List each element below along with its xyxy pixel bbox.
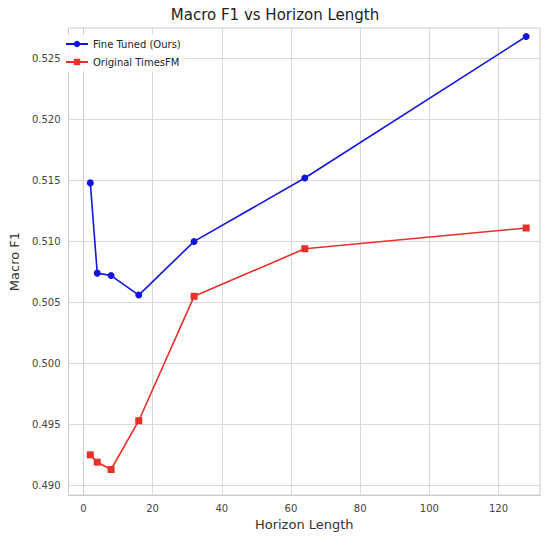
svg-text:60: 60 — [285, 503, 298, 514]
svg-text:0.510: 0.510 — [32, 236, 61, 247]
svg-text:Fine Tuned (Ours): Fine Tuned (Ours) — [93, 39, 181, 50]
svg-text:Macro F1 vs Horizon Length: Macro F1 vs Horizon Length — [171, 6, 379, 24]
svg-text:0.525: 0.525 — [32, 53, 61, 64]
svg-text:Original TimesFM: Original TimesFM — [93, 57, 179, 68]
svg-text:100: 100 — [420, 503, 439, 514]
svg-text:Horizon Length: Horizon Length — [255, 517, 354, 532]
svg-text:0.515: 0.515 — [32, 175, 61, 186]
svg-text:0.520: 0.520 — [32, 114, 61, 125]
svg-text:40: 40 — [215, 503, 228, 514]
svg-text:0: 0 — [80, 503, 86, 514]
svg-text:0.490: 0.490 — [32, 480, 61, 491]
svg-text:20: 20 — [146, 503, 159, 514]
svg-text:120: 120 — [489, 503, 508, 514]
svg-text:0.495: 0.495 — [32, 419, 61, 430]
svg-text:0.500: 0.500 — [32, 358, 61, 369]
svg-text:Macro F1: Macro F1 — [7, 232, 22, 291]
svg-text:80: 80 — [354, 503, 367, 514]
svg-text:0.505: 0.505 — [32, 297, 61, 308]
